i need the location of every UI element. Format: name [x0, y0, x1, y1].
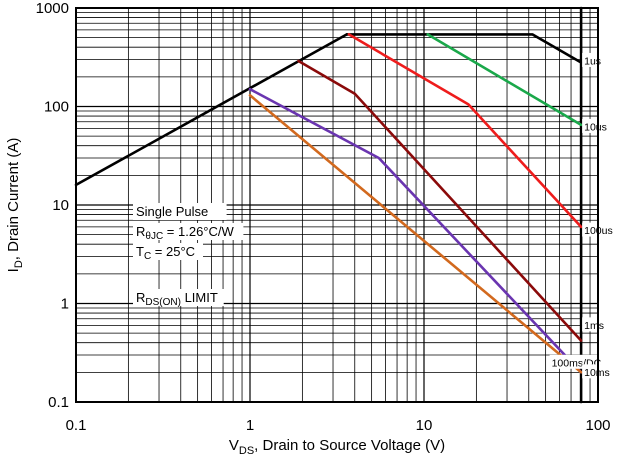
curve-label-1ms: 1ms [584, 320, 604, 332]
x-axis-title: VDS, Drain to Source Voltage (V) [229, 437, 445, 457]
curve-label-1us: 1us [584, 55, 601, 67]
series-line-rds-on-limit [74, 33, 349, 187]
y-tick-label: 1000 [36, 0, 69, 17]
y-tick-label: 10 [52, 197, 69, 214]
annotation-case-temperature: TC = 25°C [136, 244, 195, 262]
x-tick-label: 1 [246, 417, 254, 434]
x-tick-label: 10 [416, 417, 433, 434]
curve-label-bg [582, 222, 618, 237]
annotation-thermal-resistance: RθJC = 1.26°C/W [136, 224, 235, 242]
axis-title-layer: VDS, Drain to Source Voltage (V) ID, Drai… [5, 138, 445, 457]
series-layer [74, 6, 583, 404]
y-tick-label: 100 [44, 99, 69, 116]
annotation-rds-on-limit-bg [133, 289, 224, 306]
curve-label-bg [582, 52, 605, 67]
y-tick-label: 1 [61, 296, 69, 313]
series-line-1ms [248, 87, 583, 374]
x-tick-label: 100 [585, 417, 610, 434]
y-axis-title: ID, Drain Current (A) [5, 138, 25, 273]
series-line-10us [347, 33, 583, 229]
annotation-case-temperature-bg [133, 243, 203, 260]
series-line-1us [426, 33, 583, 127]
curve-label-10us: 10us [584, 121, 607, 133]
grid-layer [76, 8, 598, 402]
curve-label-bg [582, 317, 605, 332]
curve-label-10ms: 10ms [584, 367, 610, 379]
curve-label-bg [582, 118, 611, 133]
series-line-package-limit [345, 33, 583, 64]
series-line-100us [297, 59, 583, 342]
annotation-single-pulse-bg [133, 203, 227, 220]
series-line-10ms [248, 94, 583, 374]
annotation-single-pulse: Single Pulse [136, 204, 208, 219]
curve-label-bg [582, 364, 611, 379]
tick-label-layer: 0.1 1 10 100 0.1 1 10 100 1000 [36, 0, 611, 434]
annotation-layer: Single Pulse RθJC = 1.26°C/W TC = 25°C RDS(… [133, 203, 244, 308]
annotation-thermal-resistance-bg [133, 223, 244, 240]
x-tick-label: 0.1 [66, 417, 87, 434]
annotation-rds-on-limit: RDS(ON) LIMIT [136, 290, 218, 308]
plot-frame [75, 7, 599, 403]
y-tick-label: 0.1 [48, 394, 69, 411]
